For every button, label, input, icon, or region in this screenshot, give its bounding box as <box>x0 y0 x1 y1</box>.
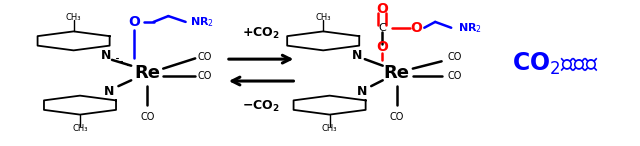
Text: O: O <box>376 2 388 16</box>
Text: CO: CO <box>198 71 212 81</box>
Text: N: N <box>100 49 111 62</box>
Text: $\mathregular{-CO_2}$: $\mathregular{-CO_2}$ <box>242 99 280 114</box>
Text: CH₃: CH₃ <box>66 13 81 22</box>
Text: Re: Re <box>384 64 410 82</box>
Text: CO: CO <box>447 71 461 81</box>
Text: NR$_2$: NR$_2$ <box>458 21 483 35</box>
Text: $\mathregular{+CO_2}$: $\mathregular{+CO_2}$ <box>242 26 280 41</box>
Text: CH₃: CH₃ <box>316 13 331 22</box>
Text: C: C <box>378 23 386 33</box>
Text: O: O <box>410 21 422 35</box>
Text: CO: CO <box>390 112 404 122</box>
Text: O: O <box>376 40 388 54</box>
Text: O: O <box>129 15 140 29</box>
Text: N: N <box>104 85 114 99</box>
Text: CO$_2$を捕集: CO$_2$を捕集 <box>512 51 599 77</box>
Text: CH₃: CH₃ <box>322 124 337 133</box>
Text: CH₃: CH₃ <box>72 124 88 133</box>
Text: CO: CO <box>198 52 212 62</box>
Text: NR$_2$: NR$_2$ <box>189 15 214 29</box>
Text: N: N <box>352 49 362 62</box>
Text: N: N <box>356 85 367 99</box>
Text: CO: CO <box>447 52 461 62</box>
Text: Re: Re <box>134 64 160 82</box>
Text: CO: CO <box>140 112 154 122</box>
